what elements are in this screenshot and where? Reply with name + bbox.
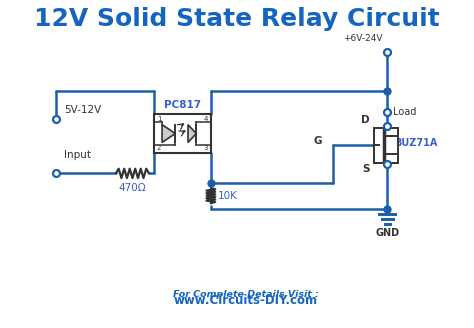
Text: G: G	[313, 135, 322, 146]
Bar	[154, 113, 211, 154]
Text: 4: 4	[204, 116, 208, 122]
Polygon shape	[162, 125, 175, 142]
Text: 2: 2	[157, 145, 161, 151]
Text: Input: Input	[64, 150, 91, 160]
Text: 10K: 10K	[218, 191, 237, 201]
Text: 470Ω: 470Ω	[118, 183, 146, 193]
Text: 5V-12V: 5V-12V	[64, 105, 101, 115]
Text: Load: Load	[392, 108, 416, 117]
Text: D: D	[361, 115, 370, 125]
Text: +6V-24V: +6V-24V	[344, 34, 383, 43]
Text: PC817: PC817	[164, 100, 201, 110]
Text: BUZ71A: BUZ71A	[394, 138, 437, 148]
Bar	[374, 128, 398, 163]
Text: For Complete Details Visit :: For Complete Details Visit :	[173, 290, 319, 299]
Text: 12V Solid State Relay Circuit: 12V Solid State Relay Circuit	[34, 7, 440, 31]
Text: S: S	[362, 164, 369, 174]
Text: GND: GND	[375, 228, 399, 238]
Polygon shape	[188, 125, 196, 142]
Text: 3: 3	[204, 145, 208, 151]
Text: 1: 1	[157, 116, 161, 122]
Text: www.Circuits-DIY.com: www.Circuits-DIY.com	[173, 295, 318, 307]
